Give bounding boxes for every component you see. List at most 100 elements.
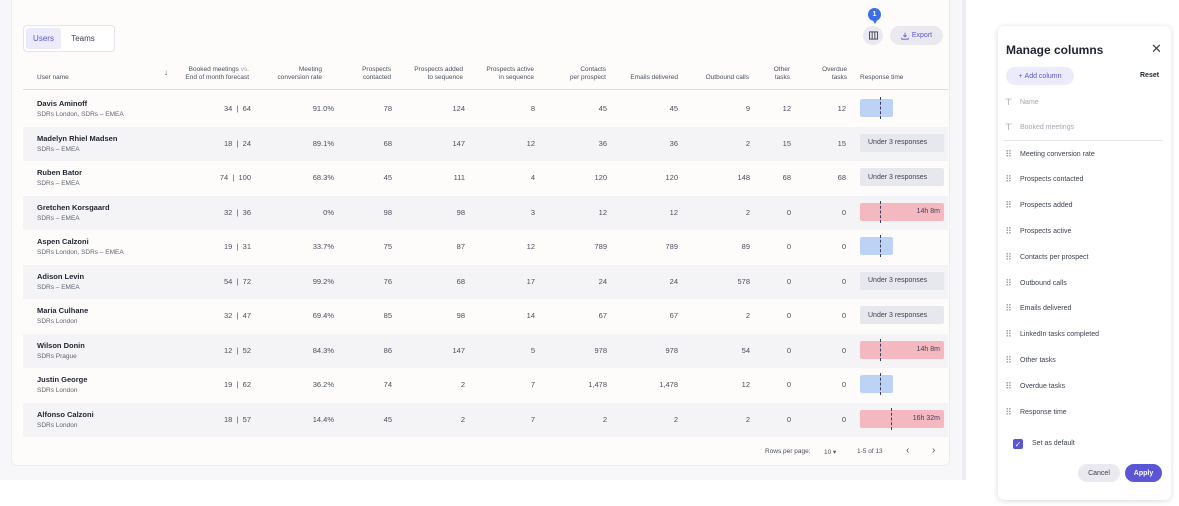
- cell-calls: 2: [745, 414, 750, 424]
- user-name[interactable]: Gretchen Korsgaard: [37, 202, 110, 212]
- user-name[interactable]: Wilson Donin: [37, 340, 85, 350]
- cancel-button[interactable]: Cancel: [1078, 464, 1120, 482]
- user-name[interactable]: Alfonso Calzoni: [37, 409, 94, 419]
- cell-other: 12: [782, 104, 791, 113]
- column-item[interactable]: ⠿ Contacts per prospect: [1004, 248, 1162, 266]
- user-name[interactable]: Maria Culhane: [37, 306, 89, 315]
- cell-added: 147: [452, 138, 465, 148]
- column-item[interactable]: ⠿ Response time: [1004, 403, 1162, 421]
- column-item[interactable]: ⠿ Meeting conversion rate: [1004, 145, 1162, 163]
- column-item[interactable]: ⠿ Emails delivered: [1004, 300, 1162, 318]
- table-row[interactable]: Maria Culhane SDRs London 32 | 47 69.4% 85 98…: [23, 299, 948, 334]
- table-row[interactable]: Gretchen Korsgaard SDRs – EMEA 32 | 36 0% 98…: [23, 195, 948, 230]
- cell-added: 68: [456, 276, 465, 286]
- column-item[interactable]: ⠿ Prospects active: [1004, 222, 1162, 240]
- set-default-checkbox[interactable]: ✓: [1013, 439, 1023, 449]
- table-row[interactable]: Alfonso Calzoni SDRs London 18 | 57 14.4% 45…: [23, 402, 948, 437]
- user-team: SDRs London, SDRs – EMEA: [37, 249, 124, 256]
- header-response[interactable]: Response time: [860, 74, 904, 81]
- table-row[interactable]: Adison Levin SDRs – EMEA 54 | 72 99.2% 76 68 1…: [23, 264, 948, 299]
- header-other[interactable]: Other tasks: [773, 66, 790, 81]
- export-label: Export: [911, 32, 933, 39]
- drag-handle-icon[interactable]: ⠿: [1005, 251, 1012, 262]
- cell-other: 0: [786, 207, 791, 217]
- manage-columns-button[interactable]: [863, 26, 883, 45]
- drag-handle-icon[interactable]: ⠿: [1005, 277, 1012, 288]
- header-added[interactable]: Prospects added to sequence: [414, 66, 463, 81]
- column-item[interactable]: ⠿ Prospects added: [1004, 197, 1162, 215]
- prev-page-icon[interactable]: ‹: [906, 445, 910, 456]
- apply-button[interactable]: Apply: [1125, 464, 1162, 482]
- column-item[interactable]: ⠿ Prospects contacted: [1004, 171, 1162, 189]
- cell-contacted: 78: [383, 104, 392, 113]
- column-item[interactable]: ⠿ Other tasks: [1004, 351, 1162, 369]
- cell-other: 0: [786, 242, 791, 251]
- columns-icon: [868, 31, 878, 40]
- table-row[interactable]: Ruben Bator SDRs – EMEA 74 | 100 68.3% 45 111…: [23, 161, 948, 196]
- header-emails[interactable]: Emails delivered: [630, 74, 678, 81]
- user-team: SDRs – EMEA: [37, 214, 80, 222]
- cell-emails: 45: [669, 104, 678, 113]
- drag-handle-icon[interactable]: ⠿: [1005, 329, 1012, 340]
- user-name[interactable]: Adison Levin: [37, 271, 85, 281]
- header-cpp[interactable]: Contacts per prospect: [569, 66, 606, 81]
- drag-handle-icon[interactable]: ⠿: [1005, 174, 1012, 185]
- column-item[interactable]: ⠿ Outbound calls: [1004, 274, 1162, 292]
- cell-overdue: 0: [841, 242, 846, 251]
- drag-handle-icon[interactable]: ⠿: [1005, 148, 1012, 159]
- header-user-name[interactable]: User name: [37, 74, 69, 81]
- user-name[interactable]: Madelyn Rhiel Madsen: [37, 133, 118, 143]
- tab-users[interactable]: Users: [26, 28, 61, 49]
- next-page-icon[interactable]: ›: [932, 445, 936, 456]
- cell-emails: 2: [673, 414, 678, 424]
- user-name[interactable]: Ruben Bator: [37, 168, 82, 177]
- user-name[interactable]: Aspen Calzoni: [37, 237, 89, 246]
- cell-booked: 19 | 62: [224, 380, 251, 389]
- cell-emails: 36: [669, 138, 678, 148]
- pin-icon: ⊤: [1004, 122, 1013, 132]
- header-contacted[interactable]: Prospects contacted: [362, 66, 391, 81]
- cell-contacted: 86: [383, 345, 392, 355]
- close-icon[interactable]: ✕: [1151, 41, 1162, 56]
- export-button[interactable]: Export: [890, 26, 943, 45]
- reset-button[interactable]: Reset: [1140, 72, 1160, 79]
- drag-handle-icon[interactable]: ⠿: [1005, 406, 1012, 417]
- rows-per-page-select[interactable]: 10 ▾: [824, 449, 837, 456]
- column-label: Prospects active: [1020, 227, 1072, 235]
- column-item[interactable]: ⠿ LinkedIn tasks completed: [1004, 326, 1162, 344]
- drag-handle-icon[interactable]: ⠿: [1005, 354, 1012, 365]
- cell-booked: 18 | 24: [224, 138, 251, 148]
- drag-handle-icon[interactable]: ⠿: [1005, 225, 1012, 236]
- table-row[interactable]: Wilson Donin SDRs Prague 12 | 52 84.3% 86 147…: [23, 333, 948, 368]
- response-time-bar: [860, 97, 893, 119]
- header-calls[interactable]: Outbound calls: [705, 74, 749, 81]
- cell-active: 4: [530, 173, 535, 182]
- column-label: LinkedIn tasks completed: [1020, 331, 1099, 339]
- add-column-button[interactable]: + Add column: [1006, 67, 1074, 85]
- drag-handle-icon[interactable]: ⠿: [1005, 303, 1012, 314]
- user-name[interactable]: Justin George: [37, 375, 88, 384]
- column-label: Other tasks: [1020, 356, 1056, 364]
- cell-conversion: 14.4%: [312, 414, 334, 424]
- column-item[interactable]: ⠿ Overdue tasks: [1004, 377, 1162, 395]
- table-row[interactable]: Justin George SDRs London 19 | 62 36.2% 74 2 7…: [23, 368, 948, 403]
- drag-handle-icon[interactable]: ⠿: [1005, 380, 1012, 391]
- table-row[interactable]: Madelyn Rhiel Madsen SDRs – EMEA 18 | 24 89…: [23, 126, 948, 161]
- tab-teams[interactable]: Teams: [71, 34, 95, 43]
- header-booked[interactable]: Booked meetings vs. End of month forecast: [185, 66, 249, 81]
- pinned-separator: [1004, 140, 1162, 141]
- table-row[interactable]: Aspen Calzoni SDRs London, SDRs – EMEA 19 …: [23, 230, 948, 265]
- user-name[interactable]: Davis Aminoff: [37, 99, 88, 108]
- header-conversion[interactable]: Meeting conversion rate: [277, 66, 322, 81]
- column-label: Prospects contacted: [1020, 176, 1084, 184]
- cell-added: 87: [456, 242, 465, 251]
- cell-conversion: 36.2%: [312, 380, 334, 389]
- response-time-bar: [860, 235, 893, 257]
- table-row[interactable]: Davis Aminoff SDRs London, SDRs – EMEA 34 …: [23, 92, 948, 127]
- drag-handle-icon[interactable]: ⠿: [1005, 200, 1012, 211]
- column-label: Emails delivered: [1020, 305, 1072, 313]
- cell-other: 0: [786, 414, 791, 424]
- header-active[interactable]: Prospects active in sequence: [486, 66, 534, 81]
- header-overdue[interactable]: Overdue tasks: [822, 66, 847, 81]
- sort-arrow-icon[interactable]: ↓: [164, 68, 168, 77]
